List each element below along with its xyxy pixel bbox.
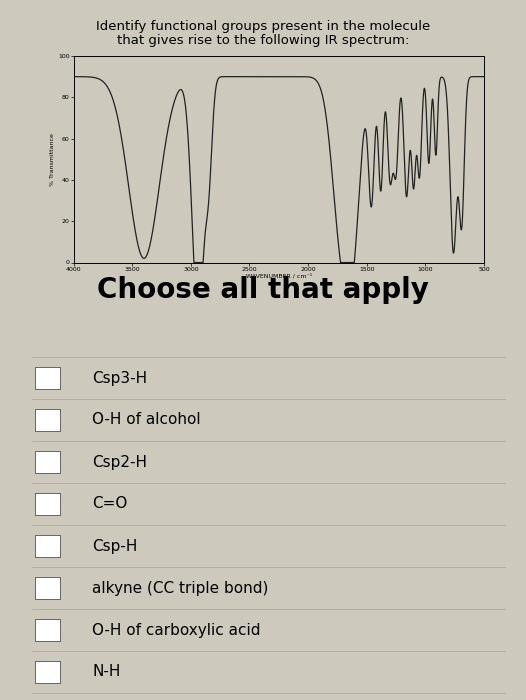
Text: Csp3-H: Csp3-H	[92, 370, 147, 386]
Text: alkyne (CC triple bond): alkyne (CC triple bond)	[92, 580, 268, 596]
Text: Csp2-H: Csp2-H	[92, 454, 147, 470]
Text: N-H: N-H	[92, 664, 120, 680]
Text: that gives rise to the following IR spectrum:: that gives rise to the following IR spec…	[117, 34, 409, 47]
X-axis label: WAVENUMBER / cm⁻¹: WAVENUMBER / cm⁻¹	[246, 273, 312, 279]
Text: Identify functional groups present in the molecule: Identify functional groups present in th…	[96, 20, 430, 33]
Text: Choose all that apply: Choose all that apply	[97, 276, 429, 304]
Text: Csp-H: Csp-H	[92, 538, 137, 554]
Text: O-H of alcohol: O-H of alcohol	[92, 412, 201, 428]
Y-axis label: % Transmittance: % Transmittance	[50, 133, 55, 186]
Text: C=O: C=O	[92, 496, 127, 512]
Text: O-H of carboxylic acid: O-H of carboxylic acid	[92, 622, 260, 638]
